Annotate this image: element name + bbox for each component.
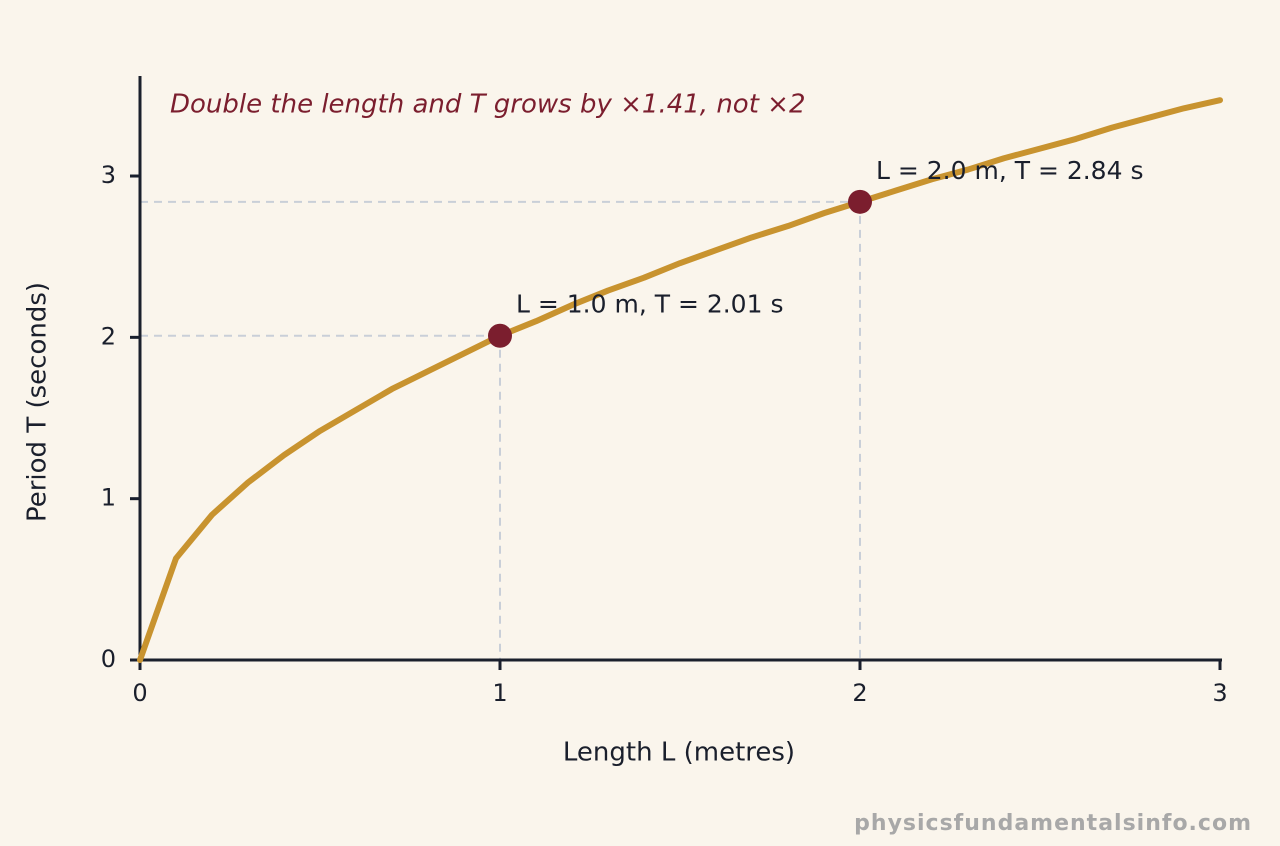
x-tick-label: 0 — [132, 679, 147, 707]
highlight-label: L = 1.0 m, T = 2.01 s — [516, 290, 783, 319]
y-tick-label: 2 — [101, 322, 116, 350]
y-tick-label: 0 — [101, 645, 116, 673]
y-axis-label: Period T (seconds) — [23, 282, 53, 522]
x-tick-label: 1 — [492, 679, 507, 707]
annotation: Double the length and T grows by ×1.41, … — [170, 90, 806, 120]
highlight-point — [488, 323, 512, 348]
highlight-label: L = 2.0 m, T = 2.84 s — [876, 156, 1143, 185]
y-tick-label: 1 — [101, 484, 116, 512]
x-tick-label: 2 — [852, 679, 867, 707]
x-axis-label: Length L (metres) — [563, 738, 795, 768]
watermark: physicsfundamentalsinfo.com — [854, 811, 1252, 836]
highlight-point — [848, 189, 872, 214]
x-tick-label: 3 — [1212, 679, 1227, 707]
y-tick-label: 3 — [101, 161, 116, 189]
curve — [137, 97, 1223, 663]
